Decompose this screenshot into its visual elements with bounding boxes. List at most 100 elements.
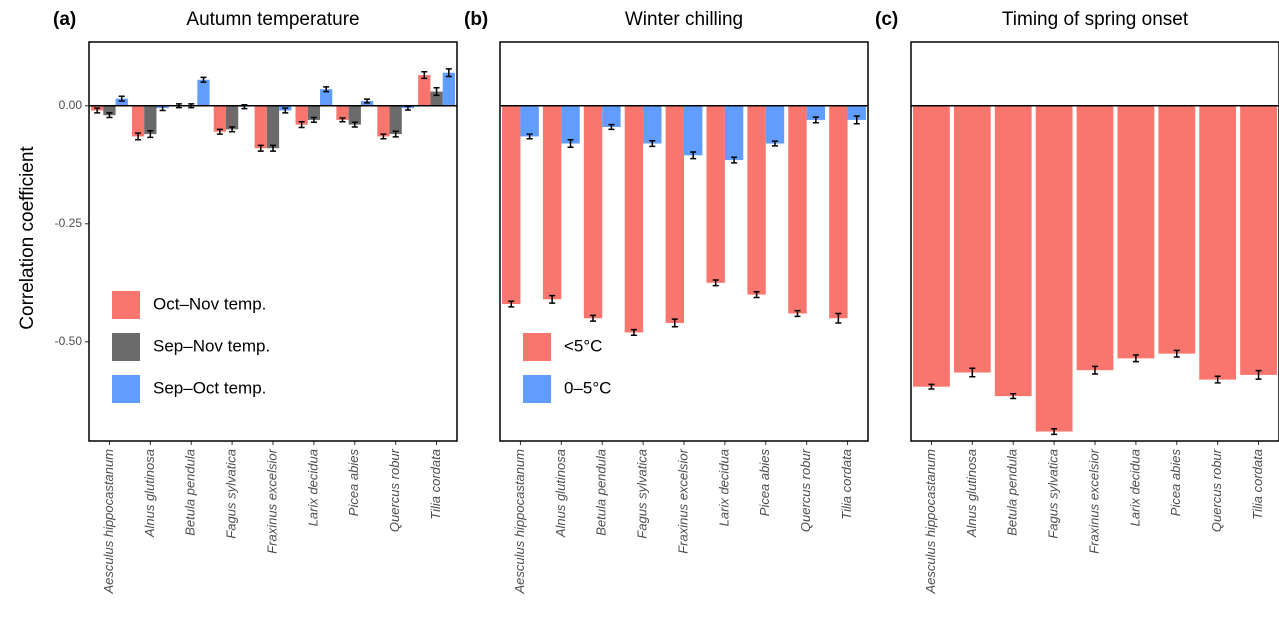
legend-key [112, 291, 140, 319]
bar [684, 105, 703, 156]
x-tick-label: Aesculus hippocastanum [101, 449, 116, 595]
bar [561, 105, 580, 144]
error-bar [1214, 375, 1221, 384]
bar [266, 105, 280, 149]
error-bar [608, 123, 615, 131]
legend-key [523, 333, 551, 361]
x-tick-label: Fraxinus excelsior [675, 448, 690, 553]
error-bar [364, 98, 371, 104]
y-tick-label: 0.00 [59, 98, 83, 112]
x-tick-label: Quercus robur [1209, 448, 1224, 532]
error-bar [433, 87, 440, 97]
bar [1158, 105, 1196, 354]
error-bar [671, 318, 678, 328]
error-bar [421, 70, 428, 80]
error-bar [106, 112, 113, 119]
error-bar [567, 138, 574, 149]
error-bar [1051, 427, 1058, 436]
error-bar [1010, 393, 1017, 400]
bar [1035, 105, 1073, 432]
error-bar [282, 107, 289, 114]
x-tick-label: Fagus sylvatica [635, 449, 650, 539]
error-bar [1255, 369, 1262, 380]
x-tick-label: Betula pendula [183, 449, 198, 536]
bar [442, 72, 455, 106]
x-tick-label: Aesculus hippocastanum [512, 449, 527, 595]
error-bar [1173, 349, 1180, 358]
bar [994, 105, 1032, 397]
error-bar [928, 383, 935, 390]
bar [747, 105, 766, 295]
error-bar [812, 116, 819, 124]
error-bar [298, 121, 305, 129]
error-bar [216, 128, 223, 135]
error-bar [135, 132, 142, 141]
bar [583, 105, 603, 319]
bar [225, 105, 239, 130]
error-bar [392, 130, 399, 138]
error-bar [200, 76, 207, 83]
error-bar [690, 151, 697, 160]
bar [213, 105, 226, 132]
panel-label: (a) [53, 9, 76, 30]
bar [144, 105, 157, 135]
legend-label: 0–5°C [564, 378, 611, 397]
x-tick-label: Picea abies [1168, 449, 1183, 517]
error-bar [835, 312, 842, 324]
bar [197, 79, 210, 106]
x-tick-label: Tilia cordata [1250, 449, 1265, 520]
bar [806, 105, 826, 120]
x-tick-label: Alnus glutinosa [553, 449, 568, 538]
bar [377, 105, 390, 137]
bar [307, 105, 321, 120]
error-bar [310, 116, 317, 124]
error-bar [753, 291, 760, 299]
bar [418, 75, 431, 106]
error-bar [549, 294, 556, 304]
bar [1199, 105, 1237, 380]
bar [542, 105, 562, 300]
panel-label: (c) [875, 9, 898, 30]
error-bar [270, 144, 276, 152]
error-bar [323, 86, 330, 93]
legend-key [112, 375, 140, 403]
bar [336, 105, 349, 120]
bar [913, 105, 950, 387]
bar [624, 105, 644, 333]
bar [706, 105, 725, 283]
bar [1076, 105, 1114, 371]
legend-label: Oct–Nov temp. [153, 294, 266, 313]
x-tick-label: Larix decidua [305, 449, 320, 526]
x-tick-label: Betula pendula [594, 449, 609, 536]
x-tick-label: Picea abies [346, 449, 361, 517]
plot-frame [499, 41, 869, 442]
x-tick-label: Aesculus hippocastanum [923, 449, 938, 595]
error-bar [118, 95, 125, 102]
panel-title: Timing of spring onset [1002, 9, 1189, 30]
error-bar [257, 144, 264, 152]
bar [602, 105, 621, 127]
x-tick-label: Tilia cordata [839, 449, 854, 520]
bar [348, 105, 361, 125]
bar [829, 105, 848, 319]
error-bar [445, 68, 452, 78]
x-tick-label: Quercus robur [798, 448, 813, 532]
bar [788, 105, 807, 314]
error-bar [969, 367, 976, 378]
error-bar [590, 314, 597, 322]
y-tick-label: -0.50 [55, 334, 83, 348]
bar [724, 105, 744, 161]
bar [847, 105, 866, 120]
error-bar [649, 139, 656, 148]
bar [643, 105, 662, 144]
panel-title: Autumn temperature [186, 9, 359, 30]
bar [254, 105, 267, 149]
x-tick-label: Fraxinus excelsior [264, 448, 279, 553]
y-tick-label: -0.25 [55, 216, 83, 230]
error-bar [351, 121, 358, 128]
bar [295, 105, 308, 125]
error-bar [794, 309, 801, 318]
plot-frame [88, 41, 458, 442]
error-bar [1132, 354, 1139, 363]
